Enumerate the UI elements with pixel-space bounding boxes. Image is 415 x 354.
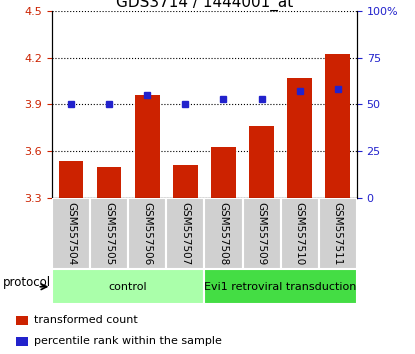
Text: percentile rank within the sample: percentile rank within the sample	[34, 336, 222, 346]
Bar	[287, 78, 312, 198]
Text: GSM557510: GSM557510	[295, 202, 305, 265]
Bar	[16, 337, 28, 346]
Text: GSM557506: GSM557506	[142, 202, 152, 265]
Text: GSM557511: GSM557511	[333, 202, 343, 266]
Bar	[166, 198, 205, 269]
Text: Evi1 retroviral transduction: Evi1 retroviral transduction	[205, 282, 357, 292]
Bar	[16, 316, 28, 325]
Title: GDS3714 / 1444001_at: GDS3714 / 1444001_at	[116, 0, 293, 11]
Bar	[90, 198, 128, 269]
Bar	[204, 198, 242, 269]
Bar	[319, 198, 357, 269]
Bar	[281, 198, 319, 269]
Bar	[52, 269, 204, 304]
Bar	[128, 198, 166, 269]
Bar	[204, 269, 357, 304]
Bar	[325, 55, 350, 198]
Text: GSM557504: GSM557504	[66, 202, 76, 265]
Text: transformed count: transformed count	[34, 315, 138, 325]
Bar	[242, 198, 281, 269]
Bar	[135, 95, 160, 198]
Text: GSM557507: GSM557507	[181, 202, 190, 265]
Text: GSM557509: GSM557509	[256, 202, 266, 265]
Bar	[211, 147, 236, 198]
Bar	[173, 165, 198, 198]
Bar	[249, 126, 274, 198]
Bar	[97, 167, 122, 198]
Text: control: control	[109, 282, 147, 292]
Text: GSM557508: GSM557508	[218, 202, 228, 265]
Text: protocol: protocol	[2, 276, 51, 289]
Text: GSM557505: GSM557505	[104, 202, 114, 265]
Bar	[52, 198, 90, 269]
Bar	[59, 161, 83, 198]
